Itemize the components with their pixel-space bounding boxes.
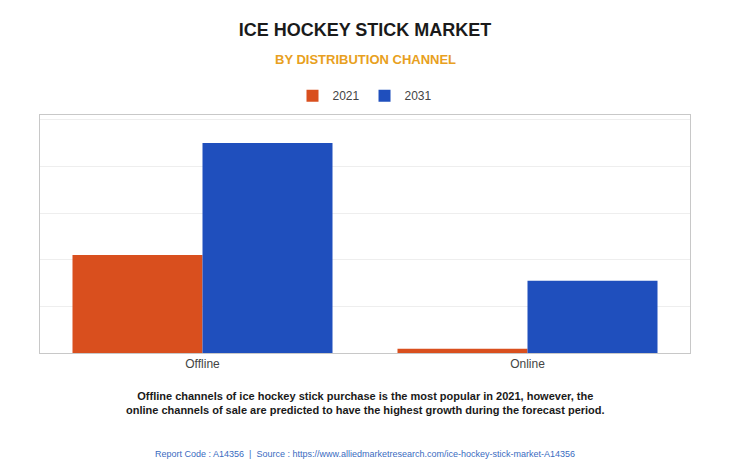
svg-text:Online: Online: [510, 357, 545, 371]
svg-text:Offline channels of ice hockey: Offline channels of ice hockey stick pur…: [126, 390, 605, 416]
svg-text:2021: 2021: [333, 89, 360, 103]
svg-text:ICE HOCKEY STICK MARKET: ICE HOCKEY STICK MARKET: [239, 20, 492, 40]
svg-text:BY DISTRIBUTION CHANNEL: BY DISTRIBUTION CHANNEL: [275, 52, 456, 67]
svg-text:Report Code : A14356 | Sourc: Report Code : A14356 | Source : https://…: [155, 449, 575, 459]
svg-text:2031: 2031: [405, 89, 432, 103]
svg-text:Offline: Offline: [185, 357, 220, 371]
